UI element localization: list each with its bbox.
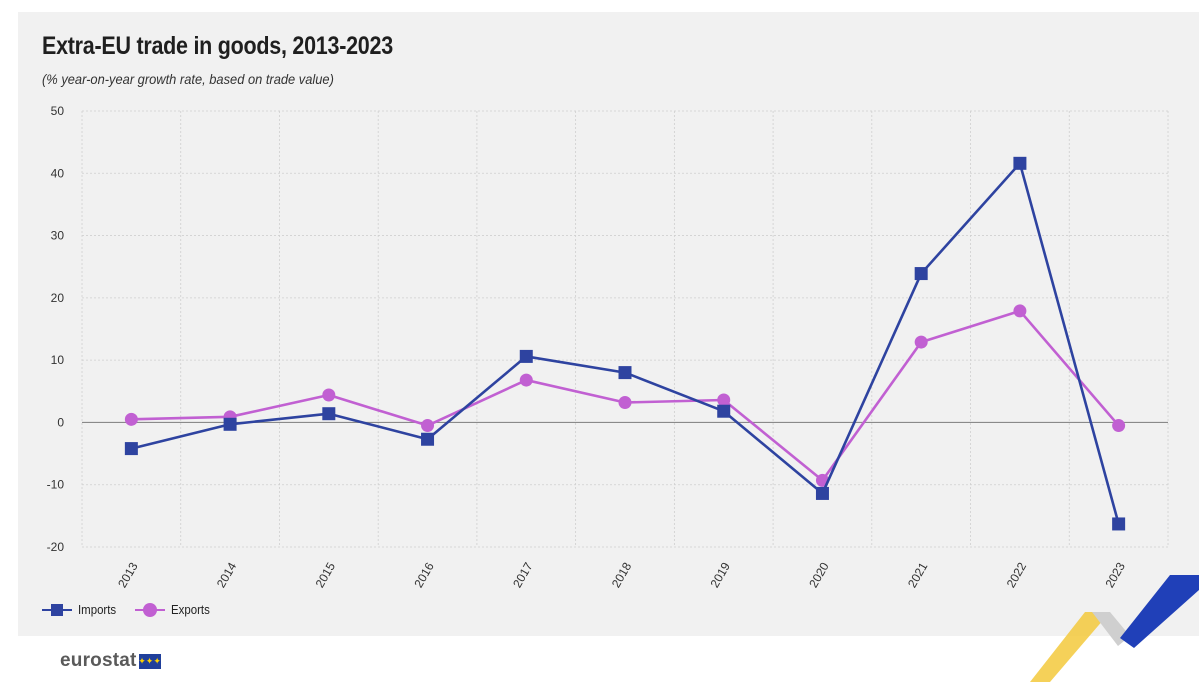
legend: Imports Exports (42, 602, 229, 617)
y-tick-label: 10 (51, 353, 65, 367)
legend-item-imports[interactable]: Imports (42, 602, 121, 617)
data-point-imports (618, 366, 632, 380)
data-point-imports (815, 486, 829, 500)
legend-item-exports[interactable]: Exports (135, 602, 215, 617)
data-point-exports (519, 373, 533, 387)
data-point-imports (717, 404, 731, 418)
y-tick-label: 40 (51, 166, 65, 180)
legend-label-imports: Imports (78, 602, 117, 617)
x-tick-label: 2016 (411, 560, 437, 590)
chart-title: Extra-EU trade in goods, 2013-2023 (42, 32, 393, 60)
data-point-imports (519, 349, 533, 363)
data-point-imports (223, 417, 237, 431)
data-point-exports (322, 388, 336, 402)
legend-label-exports: Exports (171, 602, 211, 617)
x-tick-label: 2019 (708, 560, 734, 590)
chart-subtitle: (% year-on-year growth rate, based on tr… (42, 71, 334, 87)
exports-swatch-icon (135, 602, 166, 617)
data-point-exports (618, 395, 632, 409)
x-tick-label: 2017 (510, 560, 536, 590)
x-tick-label: 2022 (1004, 560, 1030, 590)
eurostat-logo: eurostat ✦✦✦ (60, 650, 161, 672)
grid-lines (81, 110, 1169, 548)
y-tick-label: -10 (47, 478, 65, 492)
data-point-exports (124, 412, 138, 426)
data-point-imports (421, 432, 435, 446)
logo-text: eurostat (60, 650, 137, 671)
series-layer (124, 156, 1126, 531)
x-tick-label: 2021 (905, 560, 931, 590)
y-axis-ticks: 50 40 30 20 10 0 -10 -20 (47, 104, 65, 554)
data-point-exports (1112, 419, 1126, 433)
x-tick-label: 2018 (609, 560, 635, 590)
data-point-exports (421, 419, 435, 433)
y-tick-label: 30 (51, 229, 65, 243)
data-point-imports (1013, 156, 1027, 170)
y-tick-label: 0 (57, 415, 64, 429)
y-tick-label: -20 (47, 540, 65, 554)
y-tick-label: 50 (51, 104, 65, 118)
x-axis-ticks: 2013 2014 2015 2016 2017 2018 2019 2020 2021 2022… (115, 560, 1128, 590)
data-point-imports (322, 407, 336, 421)
imports-swatch-icon (42, 603, 72, 617)
x-tick-label: 2013 (115, 560, 141, 590)
data-point-exports (717, 393, 731, 407)
x-tick-label: 2015 (313, 560, 339, 590)
data-point-imports (914, 267, 928, 281)
data-point-exports (914, 335, 928, 349)
data-point-exports (1013, 304, 1027, 318)
y-tick-label: 20 (51, 291, 65, 305)
data-point-imports (124, 442, 138, 456)
x-tick-label: 2014 (214, 560, 240, 590)
x-tick-label: 2020 (806, 560, 832, 590)
eu-flag-icon: ✦✦✦ (138, 653, 161, 669)
decorative-stripes-icon (1030, 575, 1199, 682)
chart-panel (18, 12, 1199, 636)
data-point-imports (1112, 517, 1126, 531)
